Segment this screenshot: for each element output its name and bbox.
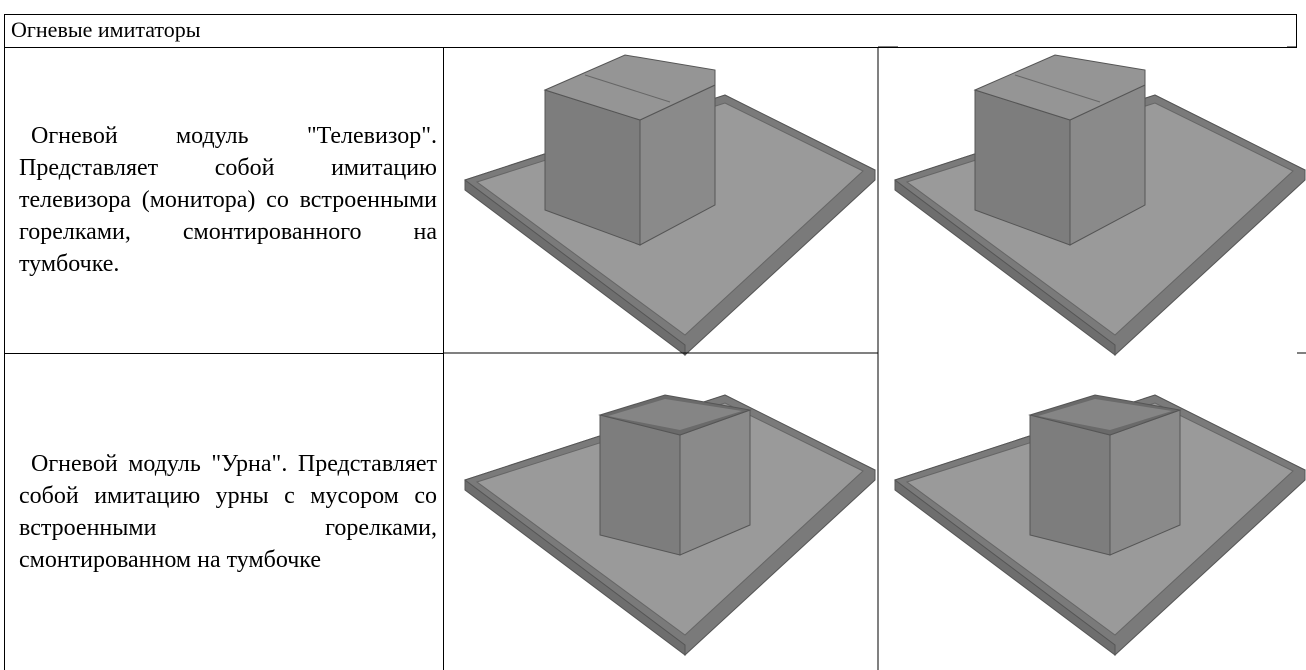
description: Огневой модуль "Урна". Представляет собо… [19, 450, 437, 573]
row-cell: Огневой модуль "Урна". Представляет собо… [4, 353, 444, 670]
table-header: Огневые имитаторы [4, 14, 1297, 48]
description: Огневой модуль "Телевизор". Представляет… [19, 123, 437, 277]
row-cell: Огневой модуль "Телевизор". Представляет… [4, 47, 444, 354]
